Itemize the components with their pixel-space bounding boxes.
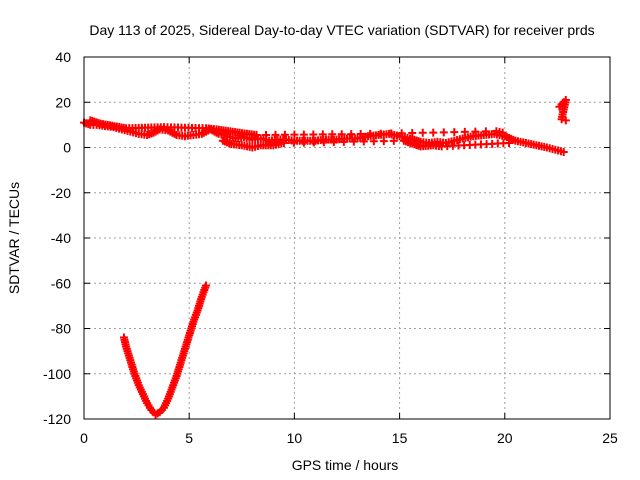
x-tick-label: 10 xyxy=(287,430,303,446)
chart-title: Day 113 of 2025, Sidereal Day-to-day VTE… xyxy=(89,22,594,38)
y-tick-label: -120 xyxy=(43,411,71,427)
x-tick-label: 15 xyxy=(392,430,408,446)
chart-background xyxy=(0,0,640,480)
x-axis-label: GPS time / hours xyxy=(292,457,399,473)
y-tick-label: -100 xyxy=(43,366,71,382)
x-tick-label: 0 xyxy=(80,430,88,446)
x-tick-label: 5 xyxy=(185,430,193,446)
y-tick-label: 40 xyxy=(55,49,71,65)
y-tick-label: 20 xyxy=(55,94,71,110)
y-axis-label: SDTVAR / TECUs xyxy=(6,182,22,294)
y-tick-label: -20 xyxy=(51,185,71,201)
y-tick-label: -80 xyxy=(51,321,71,337)
y-tick-label: 0 xyxy=(63,140,71,156)
y-tick-label: -60 xyxy=(51,275,71,291)
x-tick-label: 25 xyxy=(602,430,618,446)
y-tick-label: -40 xyxy=(51,230,71,246)
chart-svg: 0 5 10 15 20 25 -120 -100 -80 -60 -40 -20 0 20 40 Day … xyxy=(0,0,640,480)
x-tick-label: 20 xyxy=(497,430,513,446)
